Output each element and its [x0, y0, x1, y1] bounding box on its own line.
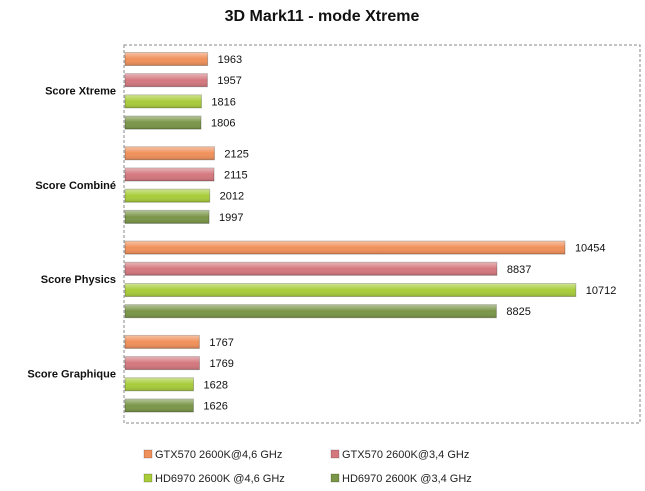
chart-title: 3D Mark11 - mode Xtreme: [225, 8, 420, 25]
bar-shine: [125, 283, 576, 297]
category-label: Score Graphique: [27, 368, 116, 380]
legend-entry: HD6970 2600K @3,4 GHz: [342, 473, 472, 485]
legend-entry: GTX570 2600K@4,6 GHz: [155, 449, 282, 461]
bar-shine: [125, 94, 202, 108]
data-label: 1997: [219, 212, 243, 224]
legend-swatch: [143, 473, 153, 483]
bar-shine: [125, 116, 202, 130]
legend-swatch: [330, 473, 340, 483]
bar-shine: [125, 241, 565, 255]
data-label: 2125: [224, 148, 248, 160]
data-label: 1816: [211, 96, 235, 108]
bar-shine: [125, 377, 194, 391]
category-label: Score Xtreme: [45, 86, 116, 98]
data-label: 1806: [211, 118, 235, 130]
data-label: 2012: [220, 191, 244, 203]
bar-shine: [125, 189, 210, 203]
legend-entry: HD6970 2600K @4,6 GHz: [155, 473, 285, 485]
data-label: 10712: [586, 285, 617, 297]
plot-area: [123, 44, 641, 424]
bar-shine: [125, 335, 200, 349]
bar-shine: [125, 168, 215, 181]
bar-shine: [125, 73, 208, 87]
data-label: 1769: [209, 358, 233, 370]
bar-shine: [125, 262, 497, 276]
category-label: Score Combiné: [35, 180, 116, 192]
data-label: 10454: [575, 243, 606, 255]
data-label: 2115: [224, 170, 248, 182]
data-label: 1628: [204, 379, 228, 391]
legend-swatch: [330, 449, 340, 459]
data-label: 1963: [218, 54, 242, 66]
bar-shine: [125, 304, 497, 318]
bar-shine: [125, 146, 215, 160]
bar-shine: [125, 399, 194, 412]
data-label: 1626: [203, 401, 227, 413]
bar-shine: [125, 356, 200, 370]
data-label: 1767: [209, 337, 233, 349]
bar-shine: [125, 210, 210, 224]
bar-shine: [125, 52, 208, 66]
legend-swatch: [143, 449, 153, 459]
data-label: 1957: [217, 75, 241, 87]
legend-entry: GTX570 2600K@3,4 GHz: [342, 449, 469, 461]
data-label: 8825: [506, 306, 530, 318]
category-label: Score Physics: [41, 274, 116, 286]
data-label: 8837: [507, 264, 531, 276]
